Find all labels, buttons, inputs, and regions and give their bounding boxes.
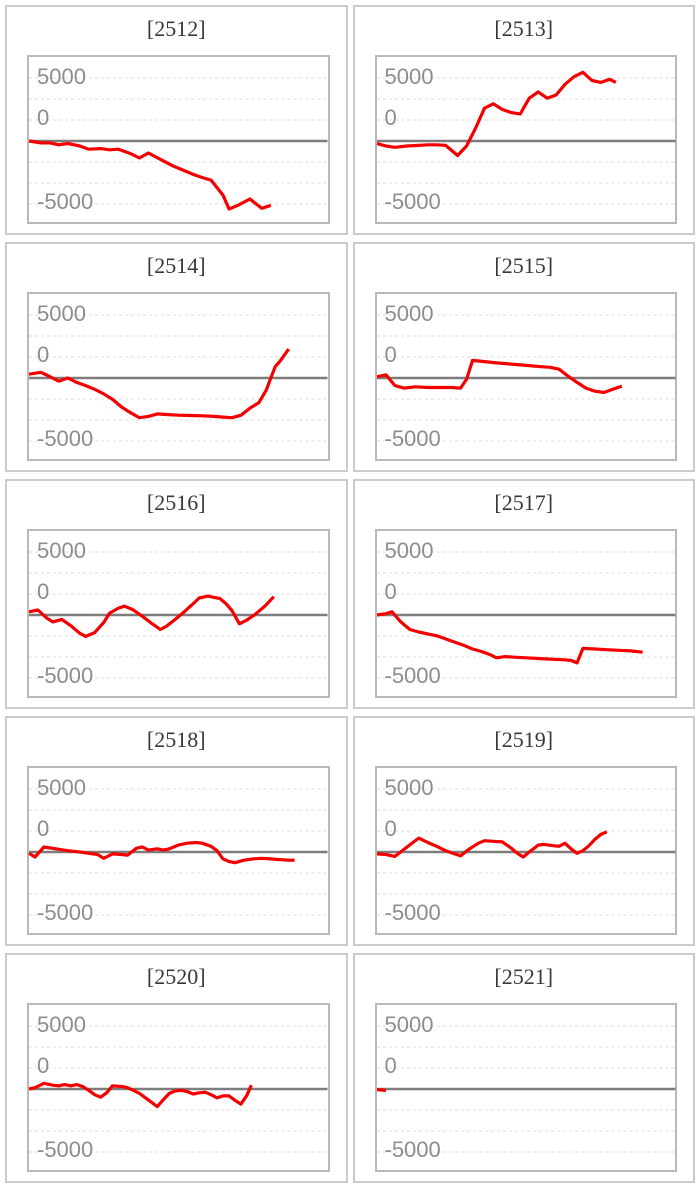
chart-panel: [2518] 5000 0 -5000 [5,716,348,946]
slump-line-chart [28,1025,328,1153]
chart-panel: [2514] 5000 0 -5000 [5,242,348,472]
series-line [28,348,291,420]
slump-line-chart [28,551,328,679]
plot-area: 5000 0 -5000 [374,292,677,461]
series-line [28,139,272,211]
slump-line-chart [28,314,328,442]
series-line [28,840,295,865]
chart-title: [2520] [146,964,206,989]
plot-area: 5000 0 -5000 [374,529,677,698]
series-line [376,70,617,158]
chart-panel: [2520] 5000 0 -5000 [5,953,348,1183]
chart-title: [2519] [494,727,554,752]
chart-panel: [2515] 5000 0 -5000 [352,242,695,472]
plot-area: 5000 0 -5000 [27,529,330,698]
chart-panel: [2521] 5000 0 -5000 [352,953,695,1183]
chart-panel: [2516] 5000 0 -5000 [5,479,348,709]
chart-title: [2517] [494,490,554,515]
chart-title: [2512] [146,16,206,41]
series-line [376,358,622,395]
series-line [376,610,643,665]
plot-area: 5000 0 -5000 [374,1003,677,1172]
plot-area: 5000 0 -5000 [27,292,330,461]
slump-line-chart [376,70,675,205]
series-line [376,830,608,859]
plot-area: 5000 0 -5000 [27,1003,330,1172]
plot-area: 5000 0 -5000 [27,55,330,224]
chart-title: [2514] [146,253,206,278]
chart-panel: [2513] 5000 0 -5000 [352,5,695,235]
chart-title: [2521] [494,964,554,989]
series-line [28,1081,253,1109]
chart-title: [2518] [146,727,206,752]
plot-area: 5000 0 -5000 [27,766,330,935]
chart-panel: [2517] 5000 0 -5000 [352,479,695,709]
slump-line-chart [376,788,675,916]
plot-area: 5000 0 -5000 [374,766,677,935]
plot-area: 5000 0 -5000 [374,55,677,224]
series-line [28,594,275,639]
chart-panel: [2512] 5000 0 -5000 [5,5,348,235]
chart-panel: [2519] 5000 0 -5000 [352,716,695,946]
series-line [376,1088,386,1093]
chart-title: [2516] [146,490,206,515]
chart-title: [2515] [494,253,554,278]
chart-title: [2513] [494,16,554,41]
slump-line-chart [28,788,328,916]
slump-line-chart [376,551,675,679]
slump-line-chart [28,77,328,211]
slump-line-chart [376,1025,675,1153]
slump-line-chart [376,314,675,442]
